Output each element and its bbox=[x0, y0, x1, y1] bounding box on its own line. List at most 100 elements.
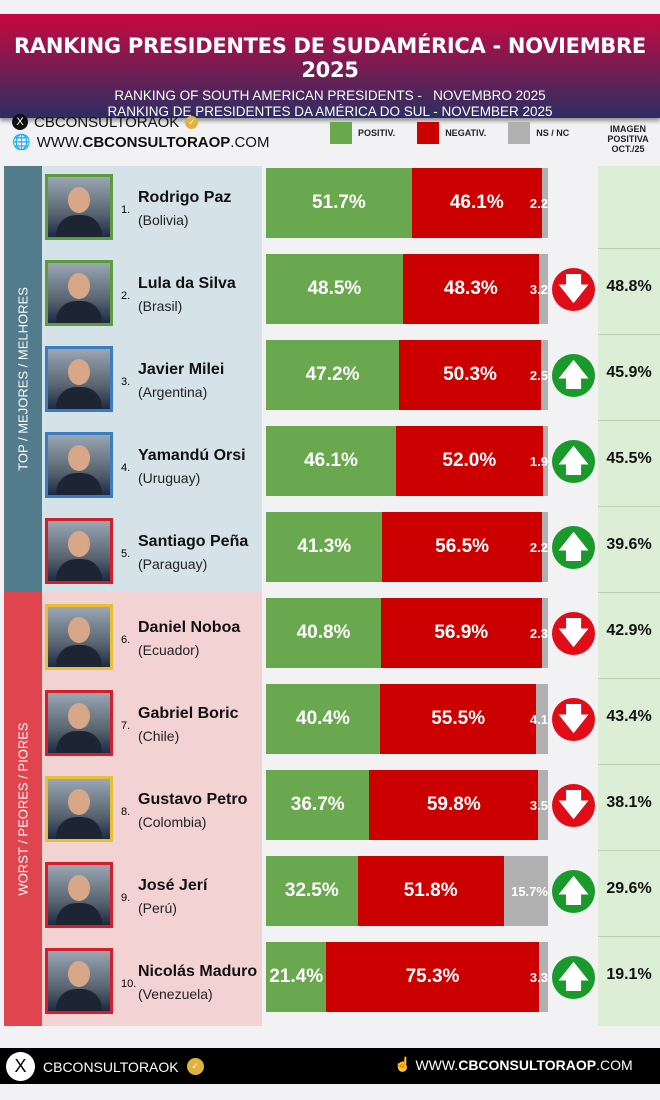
oct-positive-value: 43.4% bbox=[606, 708, 652, 725]
bar-negative: 56.5% bbox=[382, 512, 542, 582]
bar-nsnc: 2.2 bbox=[530, 512, 548, 582]
rank: 1. bbox=[121, 204, 131, 216]
president-photo bbox=[45, 432, 113, 498]
president-photo bbox=[45, 776, 113, 842]
approval-bar: 48.5% 48.3% 3.2 bbox=[266, 254, 548, 324]
bar-negative: 46.1% bbox=[411, 168, 542, 238]
oct-positive-value: 45.9% bbox=[606, 364, 652, 381]
rank: 5. bbox=[121, 548, 131, 560]
oct-positive-value: 19.1% bbox=[606, 966, 652, 983]
president-photo bbox=[45, 604, 113, 670]
bar-nsnc: 4.1 bbox=[530, 684, 548, 754]
subtitle-pt: RANKING DE PRESIDENTES DA AMÉRICA DO SUL… bbox=[107, 104, 553, 119]
country: (Colombia) bbox=[138, 814, 207, 830]
bar-nsnc: 2.2 bbox=[530, 168, 548, 238]
bar-negative: 56.9% bbox=[381, 598, 542, 668]
president-name: José Jerí bbox=[138, 877, 208, 894]
president-photo bbox=[45, 948, 113, 1014]
divider bbox=[598, 592, 660, 593]
country: (Brasil) bbox=[138, 298, 183, 314]
bar-negative: 75.3% bbox=[326, 942, 539, 1012]
legend-label-negative: NEGATIV. bbox=[445, 128, 487, 138]
divider bbox=[598, 764, 660, 765]
oct-positive-value: 29.6% bbox=[606, 880, 652, 897]
approval-bar: 46.1% 52.0% 1.9 bbox=[266, 426, 548, 496]
president-name: Nicolás Maduro bbox=[138, 963, 258, 980]
legend-label-nsnc: NS / NC bbox=[536, 128, 570, 138]
divider bbox=[598, 420, 660, 421]
bar-positive: 36.7% bbox=[266, 770, 370, 840]
president-name: Yamandú Orsi bbox=[138, 447, 246, 464]
bar-nsnc: 1.9 bbox=[530, 426, 548, 496]
footer-website-link[interactable]: ☝ WWW. CBCONSULTORAOP .COM bbox=[394, 1056, 633, 1073]
table-row: 8. Gustavo Petro (Colombia) 36.7% 59.8% … bbox=[0, 768, 660, 854]
bar-negative: 50.3% bbox=[399, 340, 541, 410]
pointer-hand-icon: ☝ bbox=[394, 1056, 412, 1072]
worst-group-label: WORST / PEORES / PIORES bbox=[4, 592, 42, 1026]
oct-positive-value: 45.5% bbox=[606, 450, 652, 467]
bar-nsnc: 15.7% bbox=[503, 856, 548, 926]
arrow-up-icon: 🡅 bbox=[552, 956, 595, 999]
rank: 8. bbox=[121, 806, 131, 818]
footer-handle: CBCONSULTORAOK bbox=[43, 1058, 179, 1075]
bar-positive: 41.3% bbox=[266, 512, 383, 582]
arrow-down-icon: 🡇 bbox=[552, 784, 595, 827]
arrow-up-icon: 🡅 bbox=[552, 440, 595, 483]
country: (Venezuela) bbox=[138, 986, 213, 1002]
table-row: 1. Rodrigo Paz (Bolivia) 51.7% 46.1% 2.2 bbox=[0, 166, 660, 252]
president-photo bbox=[45, 346, 113, 412]
table-row: 2. Lula da Silva (Brasil) 48.5% 48.3% 3.… bbox=[0, 252, 660, 338]
president-photo bbox=[45, 690, 113, 756]
divider bbox=[598, 850, 660, 851]
approval-bar: 21.4% 75.3% 3.3 bbox=[266, 942, 548, 1012]
approval-bar: 47.2% 50.3% 2.5 bbox=[266, 340, 548, 410]
top-group-label: TOP / MEJORES / MELHORES bbox=[4, 166, 42, 592]
arrow-down-icon: 🡇 bbox=[552, 268, 595, 311]
bar-negative: 59.8% bbox=[369, 770, 539, 840]
oct-positive-value: 42.9% bbox=[606, 622, 652, 639]
divider bbox=[598, 506, 660, 507]
table-row: 9. José Jerí (Perú) 32.5% 51.8% 15.7% 🡅 … bbox=[0, 854, 660, 940]
arrow-up-icon: 🡅 bbox=[552, 354, 595, 397]
president-photo bbox=[45, 862, 113, 928]
bar-negative: 51.8% bbox=[357, 856, 504, 926]
globe-icon: 🌐 bbox=[12, 134, 31, 151]
president-name: Gabriel Boric bbox=[138, 705, 239, 722]
rank: 10. bbox=[121, 978, 137, 990]
president-photo bbox=[45, 260, 113, 326]
approval-bar: 32.5% 51.8% 15.7% bbox=[266, 856, 548, 926]
arrow-up-icon: 🡅 bbox=[552, 870, 595, 913]
arrow-down-icon: 🡇 bbox=[552, 612, 595, 655]
president-photo bbox=[45, 174, 113, 240]
bar-positive: 47.2% bbox=[266, 340, 400, 410]
bar-negative: 52.0% bbox=[396, 426, 543, 496]
oct-column bbox=[598, 166, 660, 1026]
bar-negative: 55.5% bbox=[379, 684, 537, 754]
approval-bar: 51.7% 46.1% 2.2 bbox=[266, 168, 548, 238]
oct-column-header: IMAGEN POSITIVA OCT./25 bbox=[607, 124, 649, 154]
divider bbox=[598, 678, 660, 679]
president-name: Lula da Silva bbox=[138, 275, 236, 292]
approval-bar: 40.4% 55.5% 4.1 bbox=[266, 684, 548, 754]
country: (Argentina) bbox=[138, 384, 208, 400]
bar-nsnc: 3.5 bbox=[530, 770, 548, 840]
arrow-up-icon: 🡅 bbox=[552, 526, 595, 569]
approval-bar: 41.3% 56.5% 2.2 bbox=[266, 512, 548, 582]
x-logo-icon: X bbox=[12, 114, 28, 130]
verified-icon: ✓ bbox=[185, 115, 199, 129]
bar-positive: 51.7% bbox=[266, 168, 412, 238]
oct-positive-value: 38.1% bbox=[606, 794, 652, 811]
legend-swatch-nsnc bbox=[508, 122, 531, 144]
bar-positive: 46.1% bbox=[266, 426, 396, 496]
country: (Paraguay) bbox=[138, 556, 208, 572]
website-link[interactable]: WWW.CBCONSULTORAOP.COM bbox=[36, 133, 270, 151]
rank: 7. bbox=[121, 720, 131, 732]
rank: 4. bbox=[121, 462, 131, 474]
bar-nsnc: 2.3 bbox=[530, 598, 548, 668]
president-name: Javier Milei bbox=[138, 361, 225, 378]
footer: X CBCONSULTORAOK ✓ ☝ WWW. CBCONSULTORAOP .COM bbox=[0, 1048, 660, 1084]
brand-info: X CBCONSULTORAOK ✓ 🌐 WWW.CBCONSULTORAOP.COM bbox=[12, 112, 269, 152]
bar-positive: 40.8% bbox=[266, 598, 382, 668]
bar-negative: 48.3% bbox=[402, 254, 539, 324]
legend-label-positive: POSITIV. bbox=[358, 128, 396, 138]
